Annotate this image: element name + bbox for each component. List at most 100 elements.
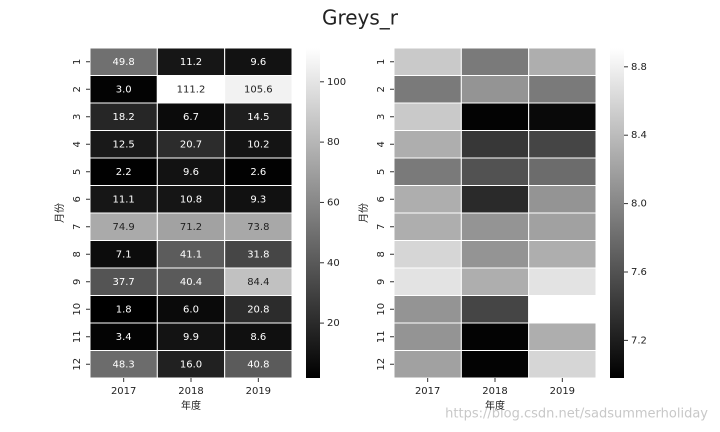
colorbar-tick-label: 80 [327,137,340,148]
heatmap-cell [528,157,597,186]
colorbar-tick-label: 8.8 [631,62,647,73]
heatmap-cell [460,102,530,131]
heatmap-cell [393,75,462,104]
heatmap-cell [528,47,597,76]
y-tick-label: 8 [376,251,387,257]
y-tick-label: 3 [72,114,83,120]
y-tick-label: 8 [72,251,83,257]
cell-label: 12.5 [113,139,135,150]
cell-label: 73.8 [247,222,269,233]
y-tick-label: 1 [376,59,387,65]
heatmap-cell [224,322,293,351]
x-tick-label: 2019 [550,386,575,397]
x-tick-label: 2017 [415,386,440,397]
colorbar [610,48,624,378]
cell-label: 16.0 [180,359,202,370]
heatmap-cell [89,102,158,131]
cell-label: 3.4 [116,332,132,343]
y-tick-label: 7 [72,224,83,230]
cell-label: 41.1 [180,249,202,260]
cell-label: 10.8 [180,194,202,205]
watermark: https://blog.csdn.net/sadsummerholiday [445,407,708,422]
cell-label: 111.2 [177,84,206,95]
cell-label: 3.0 [116,84,132,95]
heatmap-cell [89,267,158,296]
heatmap-cell [460,130,530,159]
y-tick-label: 12 [376,358,387,371]
heatmap-cell [393,130,462,159]
heatmap-cell [393,322,462,351]
cell-label: 71.2 [180,222,202,233]
colorbar-tick-label: 100 [327,77,346,88]
heatmap-cell [224,267,293,296]
heatmap-cell [460,295,530,324]
x-tick-label: 2018 [178,386,203,397]
y-tick-label: 9 [376,279,387,285]
colorbar-tick-label: 8.0 [631,199,647,210]
y-tick-label: 11 [376,330,387,343]
cell-label: 7.1 [116,249,132,260]
y-tick-label: 2 [72,86,83,92]
heatmap-cell [528,75,597,104]
y-tick-label: 9 [72,279,83,285]
heatmap-cell [224,102,293,131]
heatmap-cell [460,240,530,269]
heatmap-cell [528,130,597,159]
heatmap-cell [393,350,462,379]
cell-label: 1.8 [116,304,132,315]
heatmap-cell [393,240,462,269]
cell-label: 11.2 [180,57,202,68]
y-tick-label: 4 [72,141,83,147]
heatmap-cell [224,212,293,241]
heatmap-cell [393,212,462,241]
cell-label: 18.2 [113,112,135,123]
cell-label: 8.6 [250,332,266,343]
cell-label: 9.3 [250,194,266,205]
heatmap-cell [393,267,462,296]
heatmap-cell [224,75,293,104]
heatmap-cell [460,75,530,104]
heatmap-cell [224,157,293,186]
heatmap-cell [528,240,597,269]
x-axis-label: 年度 [181,399,201,412]
heatmap-cell [224,240,293,269]
cell-label: 48.3 [113,359,135,370]
heatmap-cell [460,185,530,214]
heatmap-cell [460,157,530,186]
cell-label: 20.8 [247,304,269,315]
heatmap-cell [156,295,226,324]
cell-label: 2.2 [116,167,132,178]
heatmap-cell [156,130,226,159]
y-axis-label: 月份 [358,203,370,223]
heatmap-cell [224,185,293,214]
cell-label: 40.8 [247,359,269,370]
x-tick-label: 2018 [482,386,507,397]
colorbar-tick-label: 40 [327,258,340,269]
figure-title: Greys_r [322,6,399,30]
y-tick-label: 4 [376,141,387,147]
heatmap-cell [393,185,462,214]
cell-label: 14.5 [247,112,269,123]
y-tick-label: 3 [376,114,387,120]
y-tick-label: 2 [376,86,387,92]
heatmap-cell [393,157,462,186]
y-tick-label: 5 [72,169,83,175]
heatmap-cell [89,157,158,186]
y-axis-label: 月份 [54,203,66,223]
cell-label: 6.7 [183,112,199,123]
y-tick-label: 5 [376,169,387,175]
heatmap-cell [528,322,597,351]
colorbar-tick-label: 7.2 [631,335,647,346]
heatmap-cell [224,350,293,379]
heatmap-cell [528,267,597,296]
cell-label: 11.1 [113,194,135,205]
cell-label: 9.6 [183,167,199,178]
heatmap-cell [460,350,530,379]
heatmap-cell [156,322,226,351]
y-tick-label: 6 [72,196,83,202]
cell-label: 74.9 [113,222,135,233]
heatmap-cell [393,102,462,131]
y-tick-label: 10 [376,303,387,316]
heatmap-cell [460,212,530,241]
